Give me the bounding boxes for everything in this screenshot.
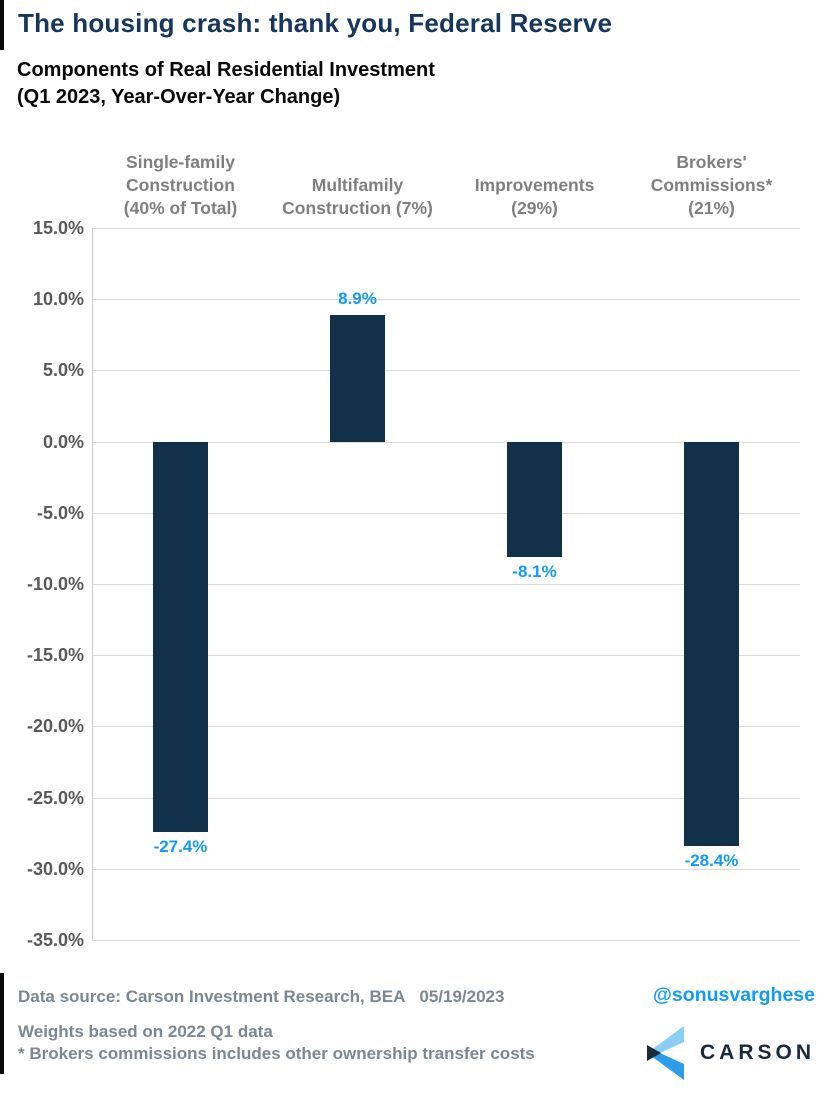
bar (507, 441, 562, 557)
gridline (92, 940, 800, 941)
category-label-text: Multifamily Construction (7%) (282, 174, 433, 218)
category-label: Single-family Construction (40% of Total… (86, 140, 275, 220)
y-axis-tick-label: 10.0% (32, 289, 84, 310)
chart-subtitle-line2: (Q1 2023, Year-Over-Year Change) (17, 86, 341, 108)
gridline (92, 726, 800, 728)
y-axis-tick-label: -25.0% (26, 787, 84, 808)
twitter-handle[interactable]: @sonusvarghese (652, 984, 815, 1006)
gridline (92, 370, 800, 372)
gridline (92, 655, 800, 657)
carson-logo-text: CARSON (699, 1041, 815, 1064)
chart-subtitle-line1: Components of Real Residential Investmen… (17, 59, 435, 81)
footer-note-brokers: * Brokers commissions includes other own… (18, 1044, 535, 1063)
footer-note-weights: Weights based on 2022 Q1 data (18, 1022, 273, 1041)
y-axis-line (92, 228, 93, 940)
y-axis-tick-label: -10.0% (26, 574, 84, 594)
y-axis-tick-label: 5.0% (42, 360, 84, 381)
gridline (92, 512, 800, 514)
bar-value-label: -8.1% (512, 561, 557, 581)
y-axis-tick-label: 0.0% (42, 431, 84, 452)
gridline (92, 584, 800, 585)
title-accent-bar (0, 0, 4, 50)
bar-value-label: 8.9% (338, 288, 377, 308)
gridline (92, 228, 800, 229)
bar (153, 441, 208, 832)
category-label: Improvements (29%) (440, 140, 629, 220)
bar-value-label: -27.4% (153, 836, 208, 856)
page-title: The housing crash: thank you, Federal Re… (18, 8, 613, 38)
carson-logo: CARSON (644, 1024, 815, 1082)
y-axis-tick-label: 15.0% (32, 218, 84, 238)
gridline (92, 441, 800, 443)
category-label-text: Brokers' Commissions* (21%) (650, 151, 773, 218)
category-label: Multifamily Construction (7%) (263, 140, 452, 220)
y-axis-tick-label: -30.0% (26, 858, 84, 879)
category-label-text: Single-family Construction (40% of Total… (123, 151, 238, 218)
chart-subtitle: Components of Real Residential Investmen… (17, 57, 657, 111)
data-source-text: Data source: Carson Investment Research,… (18, 987, 406, 1006)
data-source-line: Data source: Carson Investment Research,… (18, 987, 504, 1007)
date-text: 05/19/2023 (419, 987, 505, 1006)
y-axis-tick-label: -15.0% (26, 645, 84, 666)
bar (330, 314, 385, 442)
gridline (92, 797, 800, 799)
gridline (92, 299, 800, 301)
y-axis-tick-label: -20.0% (26, 716, 84, 737)
y-axis-tick-label: -35.0% (26, 930, 84, 950)
gridline (92, 868, 800, 870)
carson-logo-icon (646, 1026, 684, 1080)
footer-accent-bar (0, 973, 4, 1074)
category-label-text: Improvements (29%) (474, 174, 595, 218)
bar (684, 441, 739, 846)
bar-value-label: -28.4% (684, 851, 739, 871)
category-label: Brokers' Commissions* (21%) (617, 140, 806, 220)
y-axis-tick-label: -5.0% (36, 502, 84, 523)
